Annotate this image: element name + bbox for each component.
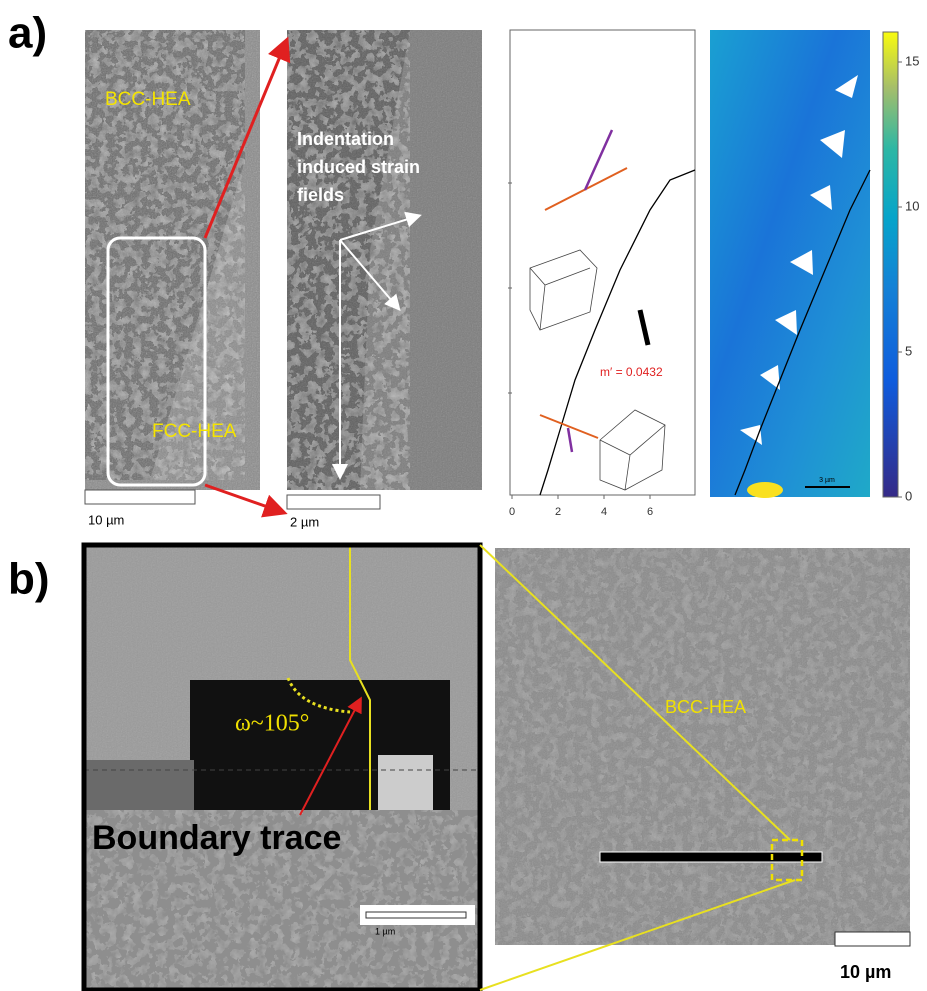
annotation: m′ = 0.0432	[600, 365, 663, 379]
annotation: fields	[297, 185, 344, 205]
sem-zoom-image	[286, 30, 482, 510]
angle-label: ω~105°	[235, 711, 309, 737]
strain-map	[710, 30, 899, 498]
panel-label: a)	[8, 9, 47, 58]
x-tick-label: 2	[555, 506, 561, 518]
colorbar-tick-label: 15	[905, 53, 919, 68]
phase-label: BCC-HEA	[105, 89, 191, 110]
scale-bar-label: 1 µm	[375, 926, 395, 936]
trace-plot	[508, 29, 696, 496]
annotation-arrows	[332, 211, 422, 480]
sem-overview-image	[84, 30, 260, 505]
annotation: Boundary trace	[92, 819, 341, 857]
annotation: Indentation	[297, 129, 394, 149]
colorbar-tick-label: 10	[905, 198, 919, 213]
fib-view-image	[81, 542, 483, 991]
scale-bar-label: 2 µm	[290, 514, 319, 529]
panel-label: b)	[8, 555, 50, 604]
sem-overview-image	[495, 548, 911, 947]
colorbar-tick-label: 5	[905, 343, 912, 358]
x-tick-label: 4	[601, 506, 607, 518]
zoom-arrows	[203, 36, 291, 518]
colorbar-tick-label: 0	[905, 488, 912, 503]
scale-bar-label: 3 µm	[819, 477, 835, 484]
annotation: induced strain	[297, 157, 420, 177]
zoom-lines	[479, 544, 796, 991]
x-tick-label: 6	[647, 506, 653, 518]
phase-label: BCC-HEA	[665, 697, 746, 717]
scale-bar-label: 10 µm	[88, 512, 124, 527]
x-tick-label: 0	[509, 506, 515, 518]
scale-bar-label: 10 µm	[840, 962, 891, 982]
phase-label: FCC-HEA	[152, 421, 237, 442]
